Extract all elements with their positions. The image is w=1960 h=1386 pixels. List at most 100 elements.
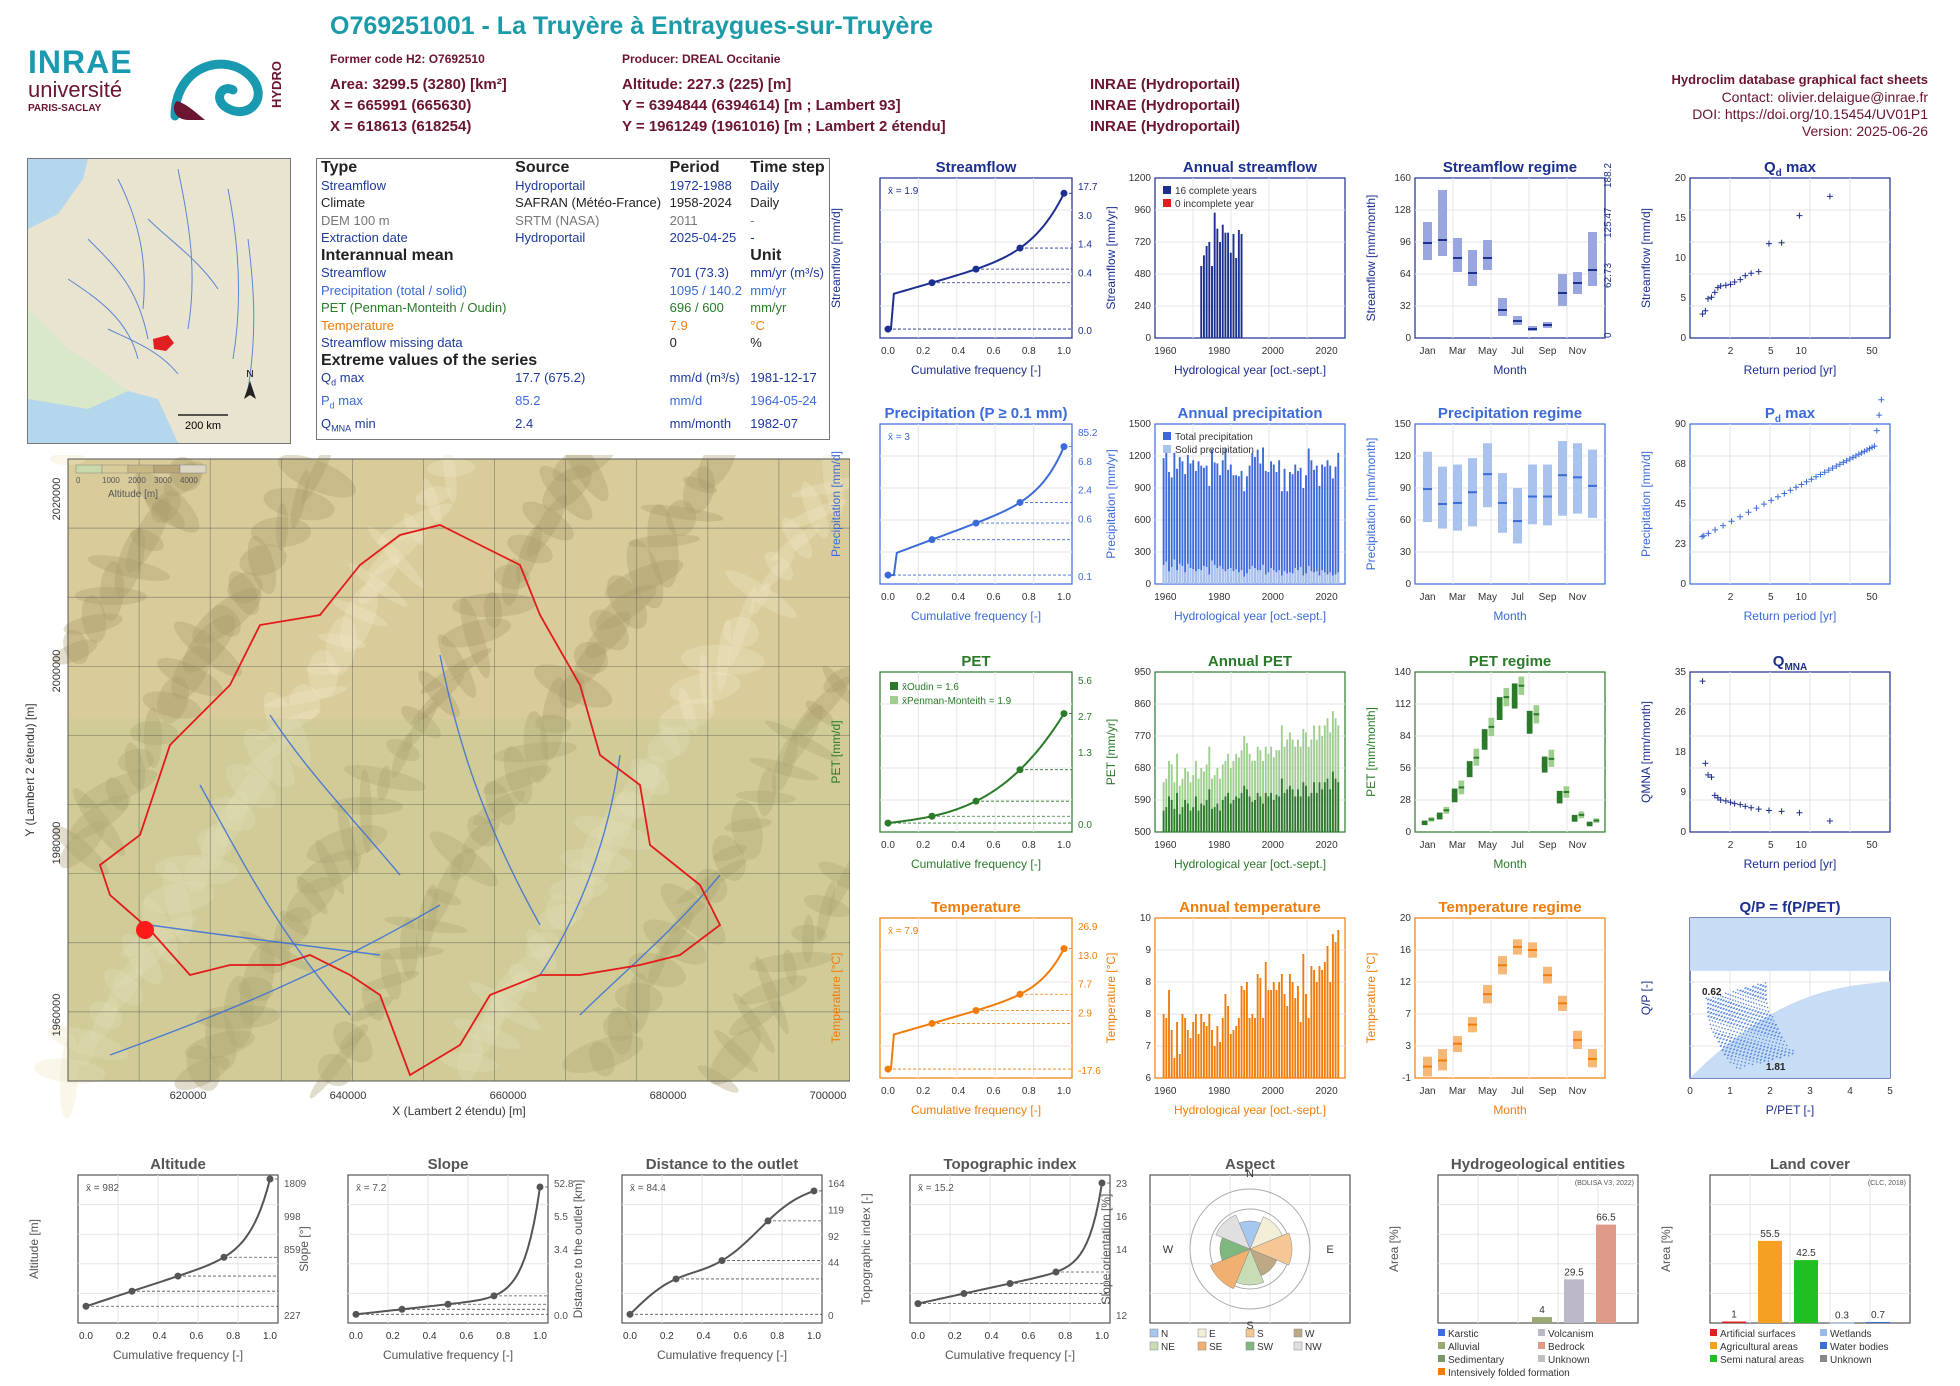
terrain-shade — [658, 698, 716, 734]
box — [1496, 697, 1503, 720]
scatter-dot — [1757, 1030, 1760, 1033]
bar-solid — [1170, 566, 1173, 584]
unit-title: Unit — [750, 246, 782, 264]
scatter-dot — [1775, 1056, 1778, 1058]
meta-period: 1958-2024 — [669, 195, 732, 210]
bar — [1170, 477, 1173, 584]
scatter-dot — [1776, 1028, 1778, 1031]
scatter-dot — [1766, 1006, 1769, 1009]
bar-label: 1 — [1731, 1310, 1737, 1321]
bar-solid — [1162, 564, 1165, 584]
y-tick: 3 — [1405, 1041, 1411, 1052]
bar — [1227, 1006, 1230, 1078]
bar — [1248, 796, 1251, 832]
data-point — [1753, 505, 1760, 512]
bar — [1259, 463, 1262, 584]
basin-map[interactable]: 0 1000 2000 3000 4000 Altitude [m] 620000 64000… — [20, 428, 874, 1120]
terrain-shade — [290, 469, 310, 529]
terrain-shade — [309, 1031, 363, 1099]
scatter-dot — [1709, 1003, 1711, 1006]
right-value: 52.8 — [554, 1179, 574, 1190]
bar-secondary — [1280, 725, 1283, 832]
legend-label: Karstic — [1448, 1329, 1479, 1340]
precipitation-cdf-panel: Precipitation (P ≥ 0.1 mm)Cumulative fre… — [829, 405, 1098, 623]
overview-map[interactable]: N 200 km — [27, 158, 291, 444]
y-tick: 23 — [1675, 539, 1687, 550]
y-tick: 5 — [1680, 293, 1686, 304]
y-tick: 8 — [1145, 977, 1151, 988]
scatter-dot — [1745, 1019, 1748, 1022]
scatter-dot — [1747, 1038, 1750, 1040]
terrain-shade — [239, 544, 287, 576]
scatter-dot — [1726, 1047, 1728, 1049]
scatter-dot — [1767, 1057, 1770, 1060]
terrain-shade — [683, 466, 715, 514]
bar — [1237, 476, 1240, 584]
interannual-value: 696 / 600 — [669, 300, 724, 315]
interannual-row: Streamflow missing data 0% — [317, 334, 829, 352]
terrain-shade — [589, 1041, 615, 1077]
scatter-dot — [1747, 1016, 1750, 1018]
terrain-shade — [727, 587, 757, 667]
scatter-dot — [1706, 1007, 1709, 1009]
bar-solid — [1248, 569, 1251, 584]
bar-secondary — [1205, 764, 1208, 832]
scatter-dot — [1760, 1024, 1763, 1026]
annual-temperature-xlabel: Hydrological year [oct.-sept.] — [1174, 1103, 1326, 1117]
bar — [1243, 990, 1246, 1078]
month-tick: Nov — [1569, 592, 1587, 603]
coord-y-l93: Y = 6394844 (6394614) [m ; Lambert 93] — [622, 97, 901, 114]
bar — [1176, 1022, 1179, 1078]
legend-swatch — [1820, 1355, 1827, 1362]
x-tick: 680000 — [650, 1090, 687, 1102]
scatter-dot — [1742, 994, 1744, 997]
month-tick: Jul — [1511, 592, 1524, 603]
month-tick: Sep — [1539, 592, 1557, 603]
extreme-unit: mm/d (m³/s) — [669, 370, 740, 385]
bar — [1208, 485, 1211, 584]
terrain-shade — [118, 748, 154, 774]
month-tick: Jan — [1419, 840, 1435, 851]
scatter-dot — [1738, 1035, 1740, 1038]
y-tick: -1 — [1402, 1073, 1411, 1084]
bar — [1197, 461, 1200, 584]
bar-solid — [1254, 568, 1256, 584]
right-value: 44 — [828, 1258, 840, 1269]
terrain-shade — [315, 839, 345, 895]
scatter-dot — [1734, 1000, 1737, 1002]
box — [1588, 232, 1597, 286]
contact[interactable]: Contact: olivier.delaigue@inrae.fr — [1721, 89, 1928, 105]
rose-ring — [1189, 1188, 1311, 1310]
terrain-shade — [163, 861, 193, 945]
interannual-unit: mm/yr (m³/s) — [750, 265, 824, 280]
y-tick: 120 — [1394, 451, 1411, 462]
doi-link[interactable]: DOI: https://doi.org/10.15454/UV01P1 — [1692, 106, 1928, 122]
bar — [1235, 475, 1238, 584]
scatter-dot — [1754, 995, 1756, 997]
data-point — [1833, 463, 1840, 470]
bar-label: 66.5 — [1596, 1213, 1616, 1224]
terrain-shade — [676, 858, 748, 904]
bar — [1323, 782, 1326, 832]
scatter-dot — [1731, 1019, 1734, 1022]
x-tick: 1.0 — [533, 1331, 547, 1342]
legend-label: W — [1305, 1329, 1315, 1340]
extreme-label: Pd max — [321, 393, 363, 411]
meta-row: Extraction date Hydroportail 2025-04-25- — [317, 229, 829, 247]
legend-swatch — [1293, 1341, 1303, 1351]
meta-col-header: Source — [515, 159, 570, 176]
bar-secondary — [1270, 746, 1273, 832]
scatter-dot — [1729, 998, 1732, 1001]
scatter-dot — [1759, 984, 1762, 987]
month-tick: May — [1478, 840, 1497, 851]
bar — [1272, 800, 1275, 832]
scatter-dot — [1773, 1020, 1775, 1022]
bar-solid — [1245, 573, 1248, 584]
bar — [1232, 475, 1235, 584]
data-point — [1727, 799, 1734, 806]
scatter-dot — [1714, 1005, 1717, 1008]
title-sub: d — [1775, 414, 1781, 425]
terrain-shade — [536, 903, 584, 931]
x-tick: 0.8 — [770, 1331, 784, 1342]
